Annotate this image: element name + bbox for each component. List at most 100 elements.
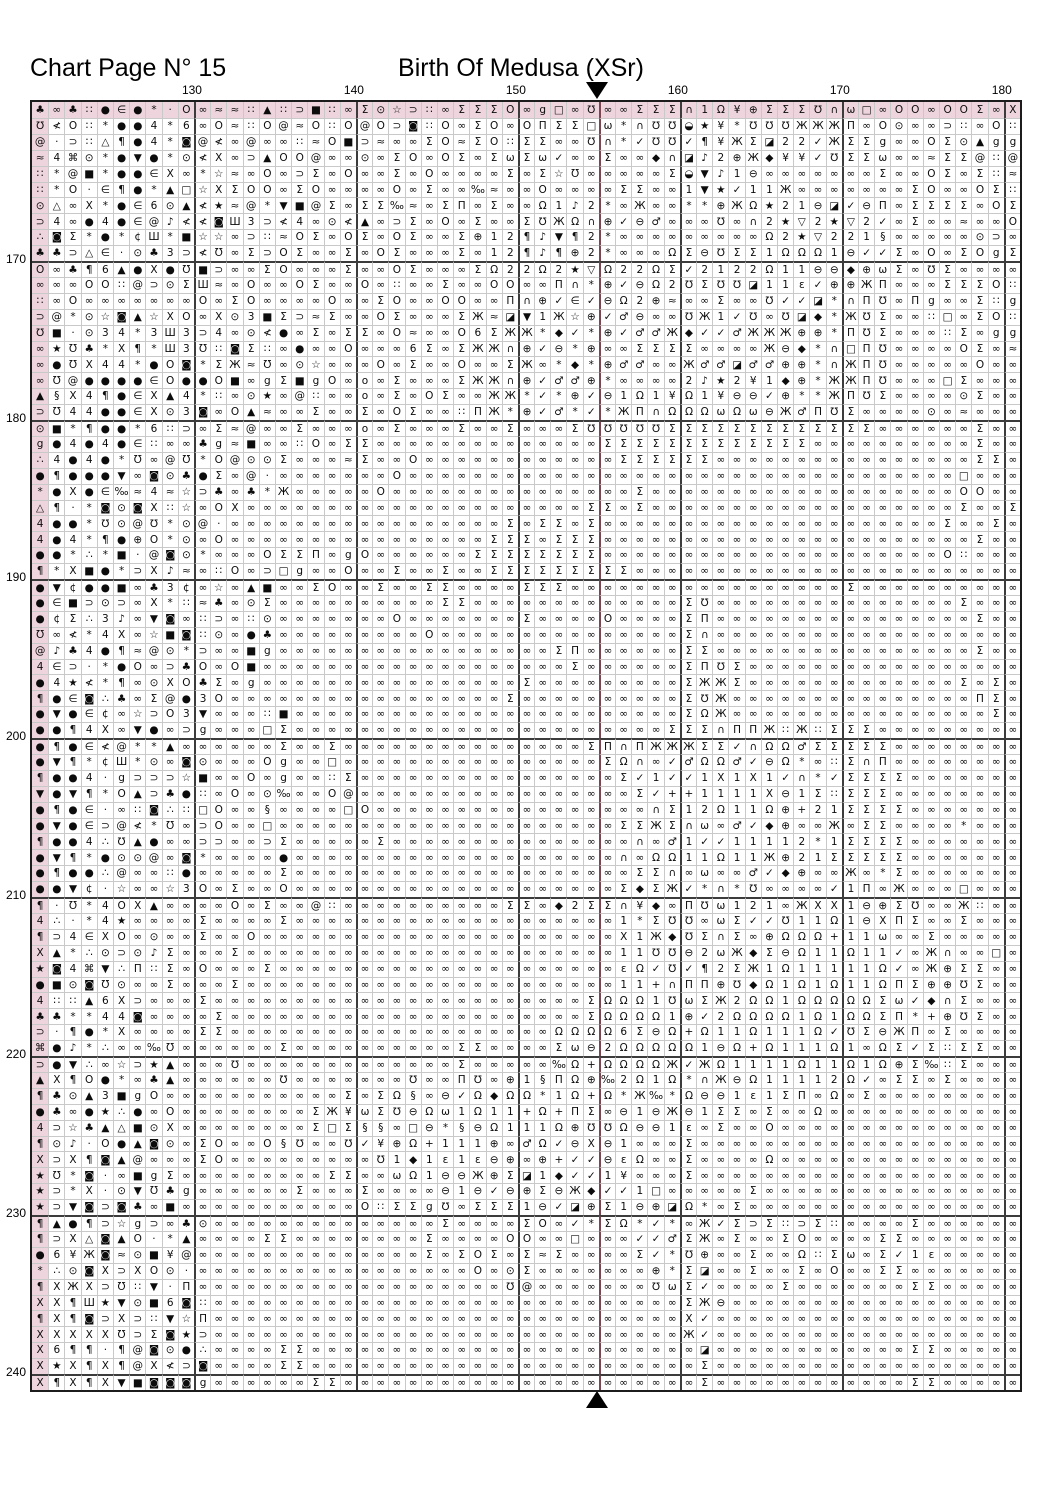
chart-cell: ∞ [323, 388, 340, 405]
chart-cell: ∞ [906, 944, 923, 961]
chart-cell: ∞ [987, 881, 1004, 898]
chart-cell: 1 [760, 1087, 778, 1104]
chart-cell: Ж [760, 324, 778, 341]
chart-cell: Σ [793, 435, 810, 452]
chart-cell: ∞ [1003, 1326, 1020, 1343]
chart-cell: ∞ [987, 849, 1004, 866]
chart-cell: ℧ [663, 133, 680, 150]
chart-cell: ∞ [339, 292, 356, 309]
chart-cell: ∞ [242, 1008, 259, 1025]
chart-cell: ∞ [598, 976, 616, 993]
chart-cell: ∞ [922, 1024, 940, 1041]
chart-cell: ∞ [598, 785, 616, 802]
chart-cell: ∞ [436, 435, 454, 452]
chart-cell: ∞ [890, 1119, 907, 1136]
chart-cell: ∞ [274, 579, 292, 595]
chart-cell: Ω [615, 753, 632, 770]
chart-cell: ∞ [323, 181, 340, 198]
chart-cell: ∞ [404, 467, 421, 484]
chart-cell: 2 [712, 1008, 729, 1025]
chart-cell: ∞ [534, 1326, 551, 1343]
chart-cell: ⊙ [161, 276, 178, 293]
chart-cell: ∞ [987, 102, 1004, 118]
chart-cell: * [32, 483, 49, 500]
chart-cell: ∞ [663, 706, 680, 723]
chart-cell: ∞ [48, 626, 65, 643]
chart-cell: Ж [825, 117, 842, 134]
chart-cell: ∞ [728, 340, 745, 357]
chart-cell: ∞ [291, 1119, 308, 1136]
chart-cell: ∞ [193, 1056, 211, 1072]
chart-cell: ∞ [663, 674, 680, 691]
chart-cell: ∞ [420, 817, 437, 834]
chart-cell: ∞ [453, 960, 470, 977]
chart-cell: X [615, 928, 632, 945]
chart-cell: ∞ [955, 308, 972, 325]
chart-cell: ∞ [193, 117, 211, 134]
chart-cell: ∞ [598, 769, 616, 786]
chart-cell: 6 [469, 324, 486, 341]
chart-cell: ∞ [728, 1151, 745, 1168]
chart-cell: Σ [679, 642, 697, 659]
chart-cell: ∞ [291, 785, 308, 802]
chart-cell: ⊙ [177, 531, 194, 548]
chart-cell: ∞ [339, 1358, 356, 1375]
chart-cell: ■ [258, 308, 275, 325]
chart-cell: ∞ [501, 944, 518, 961]
chart-cell: ⊙ [129, 1294, 146, 1311]
chart-cell: Ж [744, 324, 761, 341]
chart-cell: Ʊ [112, 1326, 130, 1343]
chart-cell: ∞ [696, 467, 713, 484]
chart-cell: ∞ [388, 594, 405, 611]
chart-cell: ∞ [258, 658, 275, 675]
chart-cell: ∞ [841, 1262, 859, 1279]
chart-cell: ∞ [339, 642, 356, 659]
chart-cell: Ʊ [145, 1183, 162, 1200]
chart-cell: ∞ [728, 1183, 745, 1200]
chart-cell: ∞ [777, 1246, 794, 1263]
chart-cell: ∈ [129, 435, 146, 452]
column-label: 170 [829, 83, 850, 97]
chart-cell: ◙ [226, 340, 243, 357]
chart-cell: * [161, 531, 178, 548]
chart-cell: ∞ [906, 817, 923, 834]
chart-cell: ∞ [453, 1310, 470, 1327]
chart-cell: 6 [615, 1024, 632, 1041]
chart-cell: ∞ [793, 499, 810, 516]
chart-cell: ∞ [760, 165, 778, 182]
chart-cell: ∞ [372, 451, 389, 468]
chart-cell: Σ [436, 594, 454, 611]
chart-cell: ∞ [663, 1294, 680, 1311]
chart-cell: ∞ [291, 1087, 308, 1104]
chart-cell: ∞ [1003, 1071, 1020, 1088]
chart-cell: ∞ [517, 706, 535, 723]
chart-cell: ⊖ [841, 245, 859, 261]
chart-cell: ∞ [485, 292, 502, 309]
chart-cell: X [80, 1326, 97, 1343]
chart-cell: ∞ [274, 420, 292, 436]
chart-cell: ∞ [550, 1230, 567, 1247]
chart-cell: O [193, 292, 211, 309]
chart-cell: Ж [501, 324, 518, 341]
chart-cell: Σ [825, 1246, 842, 1263]
chart-cell: ⊙ [177, 515, 194, 532]
chart-cell: * [582, 324, 599, 341]
chart-cell: ● [80, 213, 97, 230]
chart-cell: ∞ [420, 483, 437, 500]
chart-cell: Σ [210, 420, 227, 436]
chart-cell: ⊖ [728, 1071, 745, 1088]
chart-cell: ∞ [922, 769, 940, 786]
chart-cell: Ω [712, 753, 729, 770]
chart-cell: ∞ [744, 499, 761, 516]
chart-cell: Ж [631, 1087, 648, 1104]
chart-cell: Σ [615, 881, 632, 898]
chart-cell: Σ [777, 1230, 794, 1247]
chart-cell: Σ [566, 531, 583, 548]
chart-cell: ♣ [32, 102, 49, 118]
chart-cell: ∞ [890, 579, 907, 595]
chart-cell: ◙ [80, 1310, 97, 1327]
chart-cell: ∞ [193, 1071, 211, 1088]
chart-cell: * [96, 547, 113, 564]
chart-cell: ☆ [177, 499, 194, 516]
chart-cell: ∞ [777, 531, 794, 548]
